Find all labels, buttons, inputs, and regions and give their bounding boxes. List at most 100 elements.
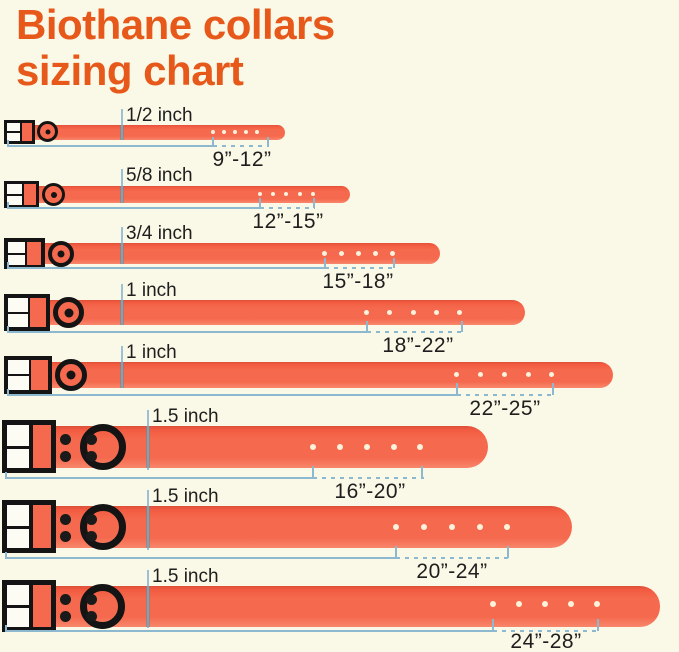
rivet-icon xyxy=(86,594,97,605)
strap-hole xyxy=(421,524,427,530)
buckle-right-cell xyxy=(30,360,48,390)
buckle-divider xyxy=(7,445,29,449)
width-tick-overlay xyxy=(120,362,124,388)
buckle-divider xyxy=(8,252,25,255)
strap-hole xyxy=(339,251,344,256)
strap-hole xyxy=(284,192,288,196)
rivet-icon xyxy=(60,451,71,462)
measure-tick xyxy=(552,383,554,395)
width-label: 3/4 inch xyxy=(126,223,193,244)
measure-line-dashed xyxy=(457,394,554,396)
width-label: 1 inch xyxy=(126,280,177,301)
strap-hole xyxy=(568,601,574,607)
strap-hole xyxy=(387,310,392,315)
rivet-icon xyxy=(86,531,97,542)
measure-tick xyxy=(7,202,9,208)
strap-hole xyxy=(255,130,259,134)
strap-hole xyxy=(449,524,455,530)
size-range-label: 9”-12” xyxy=(212,148,272,171)
ring-icon xyxy=(42,183,65,206)
d-ring-icon xyxy=(80,424,126,470)
strap-hole xyxy=(411,310,416,315)
collar-strap xyxy=(4,426,488,468)
measure-line xyxy=(5,630,493,632)
size-range-label: 20”-24” xyxy=(416,560,488,583)
strap-hole xyxy=(457,310,462,315)
d-ring-icon xyxy=(80,504,126,550)
strap-hole xyxy=(364,444,370,450)
buckle-right-cell xyxy=(21,123,32,141)
buckle-left-cell xyxy=(7,505,33,548)
collar-strap xyxy=(8,243,440,264)
measure-tick xyxy=(597,619,599,631)
strap-hole xyxy=(390,251,395,256)
ring-icon xyxy=(53,297,84,328)
buckle-icon xyxy=(2,420,56,473)
buckle-divider xyxy=(7,193,22,196)
page-title-line2: sizing chart xyxy=(16,47,244,94)
measure-line xyxy=(7,207,260,209)
buckle-divider xyxy=(7,605,29,608)
width-label: 1/2 inch xyxy=(126,105,193,126)
buckle-icon xyxy=(4,120,35,144)
buckle-left-cell xyxy=(8,360,31,390)
measure-tick xyxy=(7,140,9,146)
rivet-icon xyxy=(60,434,71,445)
width-label: 5/8 inch xyxy=(126,165,193,186)
strap-hole xyxy=(490,601,496,607)
measure-line-dashed xyxy=(260,207,315,209)
width-tick-overlay xyxy=(146,506,150,548)
measure-tick xyxy=(312,466,314,478)
collar-strap xyxy=(8,300,525,325)
strap-hole xyxy=(311,192,315,196)
strap-hole xyxy=(526,372,531,377)
buckle-left-cell xyxy=(7,184,24,205)
ring-icon xyxy=(37,121,58,142)
buckle-left-cell xyxy=(8,242,27,265)
rivet-icon xyxy=(60,611,71,622)
measure-tick xyxy=(366,321,368,332)
buckle-right-cell xyxy=(23,184,36,205)
ring-pin-icon xyxy=(64,308,73,317)
size-range-label: 22”-25” xyxy=(469,397,541,420)
collar-strap xyxy=(8,125,285,140)
width-tick-overlay xyxy=(120,125,124,140)
measure-tick xyxy=(313,198,315,208)
strap-hole xyxy=(417,444,423,450)
ring-pin-icon xyxy=(66,370,76,380)
ring-pin-icon xyxy=(50,191,57,198)
strap-hole xyxy=(478,372,483,377)
buckle-icon xyxy=(4,294,50,331)
page-title-line1: Biothane collars xyxy=(16,1,335,48)
strap-hole xyxy=(434,310,439,315)
size-range-label: 12”-15” xyxy=(252,210,324,233)
strap-hole xyxy=(373,251,378,256)
size-range-label: 24”-28” xyxy=(510,630,582,652)
width-tick-overlay xyxy=(120,186,124,203)
width-tick xyxy=(121,109,123,140)
buckle-divider xyxy=(7,131,20,133)
ring-pin-icon xyxy=(57,250,65,258)
measure-tick xyxy=(259,198,261,208)
buckle-icon xyxy=(4,181,39,208)
ring-icon xyxy=(55,359,87,391)
strap-hole xyxy=(310,444,316,450)
strap-hole xyxy=(594,601,600,607)
strap-hole xyxy=(258,192,262,196)
rivet-icon xyxy=(86,451,97,462)
measure-tick xyxy=(393,258,395,268)
size-range-label: 16”-20” xyxy=(334,480,406,503)
measure-line xyxy=(5,557,396,559)
measure-line-dashed xyxy=(213,145,269,147)
strap-hole xyxy=(364,310,369,315)
measure-tick xyxy=(507,546,509,558)
strap-hole xyxy=(211,130,215,134)
d-ring-icon xyxy=(80,584,125,629)
buckle-right-cell xyxy=(29,298,46,327)
measure-line xyxy=(7,267,325,269)
measure-tick xyxy=(456,383,458,395)
buckle-left-cell xyxy=(7,123,22,141)
buckle-icon xyxy=(2,500,56,553)
measure-tick xyxy=(421,466,423,478)
strap-hole xyxy=(233,130,237,134)
